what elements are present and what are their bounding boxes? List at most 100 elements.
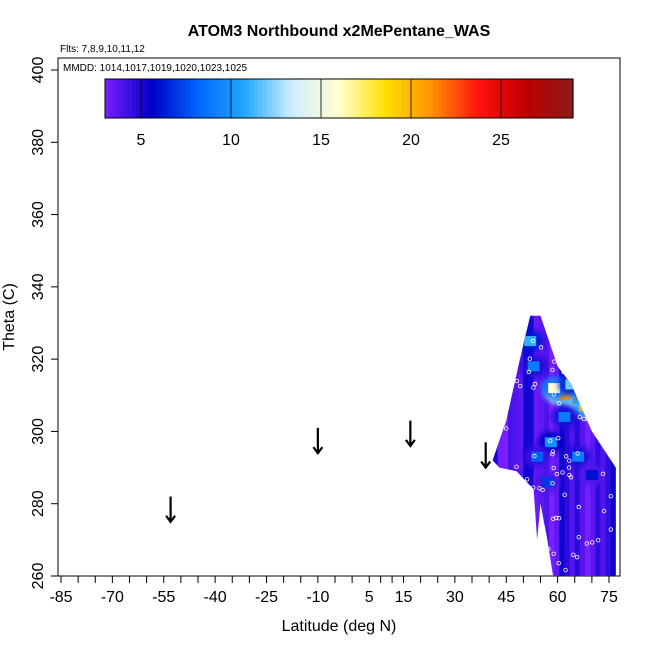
field-column: [564, 315, 571, 576]
colorbar-swatch: [564, 79, 570, 118]
field-column: [595, 315, 601, 576]
colorbar-swatch: [307, 79, 313, 118]
colorbar-swatch: [393, 79, 399, 118]
y-tick-label: 380: [30, 129, 47, 156]
colorbar-swatch: [532, 79, 538, 118]
colorbar-swatch: [145, 79, 151, 118]
x-tick-label: -10: [306, 589, 329, 606]
sample-marker: [532, 381, 538, 387]
x-tick-label: 5: [365, 589, 374, 606]
sample-marker: [589, 540, 595, 545]
colorbar-swatch: [190, 79, 196, 118]
field-column: [569, 315, 576, 576]
y-tick-label: 260: [30, 563, 47, 590]
colorbar-swatch: [199, 79, 205, 118]
colorbar-swatch: [451, 79, 457, 118]
sample-marker: [577, 414, 582, 420]
colorbar-swatch: [285, 79, 291, 118]
sample-marker: [519, 331, 525, 336]
sample-marker: [521, 499, 527, 504]
field-column: [492, 315, 499, 576]
plot-frame: [57, 57, 621, 577]
colorbar-swatch: [375, 79, 381, 118]
colorbar-swatch: [114, 79, 120, 118]
colorbar-swatch: [235, 79, 241, 118]
colorbar-swatch: [460, 79, 466, 118]
field-column: [579, 315, 586, 576]
colorbar-swatch: [330, 79, 336, 118]
y-tick-label: 300: [30, 418, 47, 445]
colorbar-swatch: [456, 79, 462, 118]
field-column: [585, 315, 591, 576]
sample-marker: [509, 357, 514, 362]
y-tick-label: 400: [30, 57, 47, 84]
down-arrow: [165, 496, 176, 524]
sample-marker: [606, 335, 612, 340]
dates-label: MMDD: 1014,1017,1019,1020,1023,1025: [63, 63, 247, 74]
sample-marker: [561, 369, 566, 375]
colorbar-swatch: [181, 79, 187, 118]
sample-marker: [603, 407, 608, 412]
sample-marker: [575, 360, 580, 365]
colorbar-swatch: [109, 79, 115, 118]
y-tick-label: 320: [30, 346, 47, 373]
sample-marker: [517, 383, 523, 389]
sample-marker: [550, 516, 556, 522]
sample-marker: [516, 518, 521, 524]
colorbar-swatch: [262, 79, 268, 118]
sample-marker: [550, 367, 555, 373]
sample-marker: [550, 481, 555, 486]
field-region: [492, 315, 616, 576]
colorbar-swatch: [334, 79, 340, 118]
field-hotspot: [558, 411, 571, 422]
colorbar-swatch: [541, 79, 547, 118]
colorbar-swatch: [442, 79, 448, 118]
colorbar-swatch: [361, 79, 367, 118]
colorbar-swatch: [312, 79, 318, 118]
sample-marker: [572, 369, 577, 375]
flights-label: Flts: 7,8,9,10,11,12: [60, 44, 145, 55]
sample-marker: [507, 486, 513, 491]
sample-marker: [562, 492, 567, 497]
sample-marker: [581, 416, 587, 422]
colorbar-swatch: [537, 79, 543, 118]
sample-marker: [608, 527, 614, 532]
colorbar-swatch: [388, 79, 394, 118]
field-hotspot: [572, 451, 585, 462]
colorbar-swatch: [231, 79, 237, 118]
x-tick-label: 60: [549, 589, 567, 606]
sample-marker: [571, 552, 576, 557]
colorbar-swatch: [505, 79, 511, 118]
colorbar-swatch: [343, 79, 349, 118]
colorbar-swatch: [172, 79, 178, 118]
colorbar-swatch: [519, 79, 525, 118]
colorbar-swatch: [244, 79, 250, 118]
sample-marker: [540, 487, 545, 493]
colorbar-swatch: [276, 79, 282, 118]
colorbar-swatch: [321, 79, 327, 118]
colorbar-swatch: [492, 79, 498, 118]
sample-marker: [597, 335, 603, 341]
colorbar-swatch: [222, 79, 228, 118]
field-column: [605, 315, 612, 576]
y-tick-label: 360: [30, 201, 47, 228]
sample-marker: [556, 516, 562, 521]
colorbar-swatch: [366, 79, 372, 118]
sample-marker: [514, 352, 519, 358]
colorbar-tick-label: 10: [222, 132, 240, 149]
colorbar-swatch: [141, 79, 147, 118]
colorbar-swatch: [195, 79, 201, 118]
x-tick-label: 15: [395, 589, 413, 606]
colorbar-swatch: [559, 79, 565, 118]
sample-marker: [552, 336, 557, 341]
sample-marker: [501, 485, 506, 490]
y-tick-label: 280: [30, 490, 47, 517]
colorbar-swatch: [510, 79, 516, 118]
x-axis: -85 -70 -55 -40 -25 -10 5 15 30 45 60 75: [49, 576, 618, 606]
colorbar-swatch: [357, 79, 363, 118]
colorbar-swatch: [289, 79, 295, 118]
sample-marker: [601, 508, 607, 514]
sample-marker: [608, 493, 613, 499]
sample-marker: [578, 392, 583, 398]
colorbar-swatch: [415, 79, 421, 118]
